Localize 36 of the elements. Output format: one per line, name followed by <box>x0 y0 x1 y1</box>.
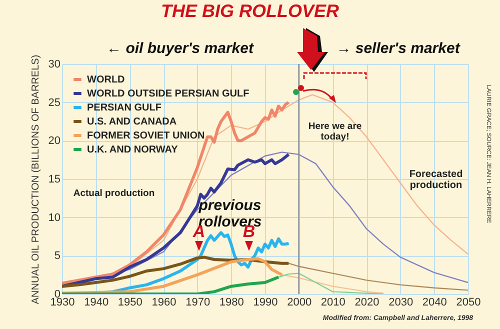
line-series <box>62 276 280 294</box>
x-tick-label: 1970 <box>186 296 210 308</box>
x-tick-label: 2030 <box>388 296 414 308</box>
x-tick-label: 1930 <box>50 296 75 308</box>
y-tick-label: 30 <box>48 58 60 70</box>
x-tick-label: 2050 <box>456 296 481 308</box>
x-tick-label: 1980 <box>219 296 244 308</box>
x-tick-label: 1940 <box>84 296 109 308</box>
line-series <box>288 262 468 291</box>
x-tick-label: 2040 <box>422 296 447 308</box>
annotation: Forecasted production <box>409 169 463 191</box>
y-axis-title: ANNUAL OIL PRODUCTION (BILLIONS OF BARRELS) <box>30 54 42 304</box>
x-tick-label: 2000 <box>287 296 312 308</box>
legend-label: PERSIAN GULF <box>87 102 162 114</box>
legend-label: FORMER SOVIET UNION <box>87 130 205 142</box>
line-series <box>62 152 290 288</box>
legend-label: WORLD <box>87 74 125 86</box>
legend-label: U.S. AND CANADA <box>87 116 177 128</box>
chart-title: THE BIG ROLLOVER <box>160 1 340 21</box>
y-tick-label: 5 <box>54 250 60 262</box>
x-tick-label: 1960 <box>152 296 176 308</box>
annotation: Actual production <box>73 188 155 199</box>
y-tick-label: 10 <box>48 212 60 224</box>
y-tick-label: 20 <box>48 135 60 148</box>
x-tick-label: 1990 <box>253 296 278 308</box>
y-tick-label: 15 <box>48 174 60 186</box>
text: ← oil buyer's market <box>106 40 254 57</box>
annotation: Here we are today! <box>308 121 362 142</box>
x-tick-label: 2010 <box>320 296 346 308</box>
y-tick-label: 25 <box>48 96 60 109</box>
text: → seller's market <box>336 40 461 57</box>
x-tick-label: 1950 <box>118 296 142 308</box>
line-series <box>62 100 290 285</box>
x-tick-label: 2020 <box>354 296 380 308</box>
legend-label: U.K. AND NORWAY <box>87 144 178 156</box>
legend-label: WORLD OUTSIDE PERSIAN GULF <box>87 88 250 100</box>
